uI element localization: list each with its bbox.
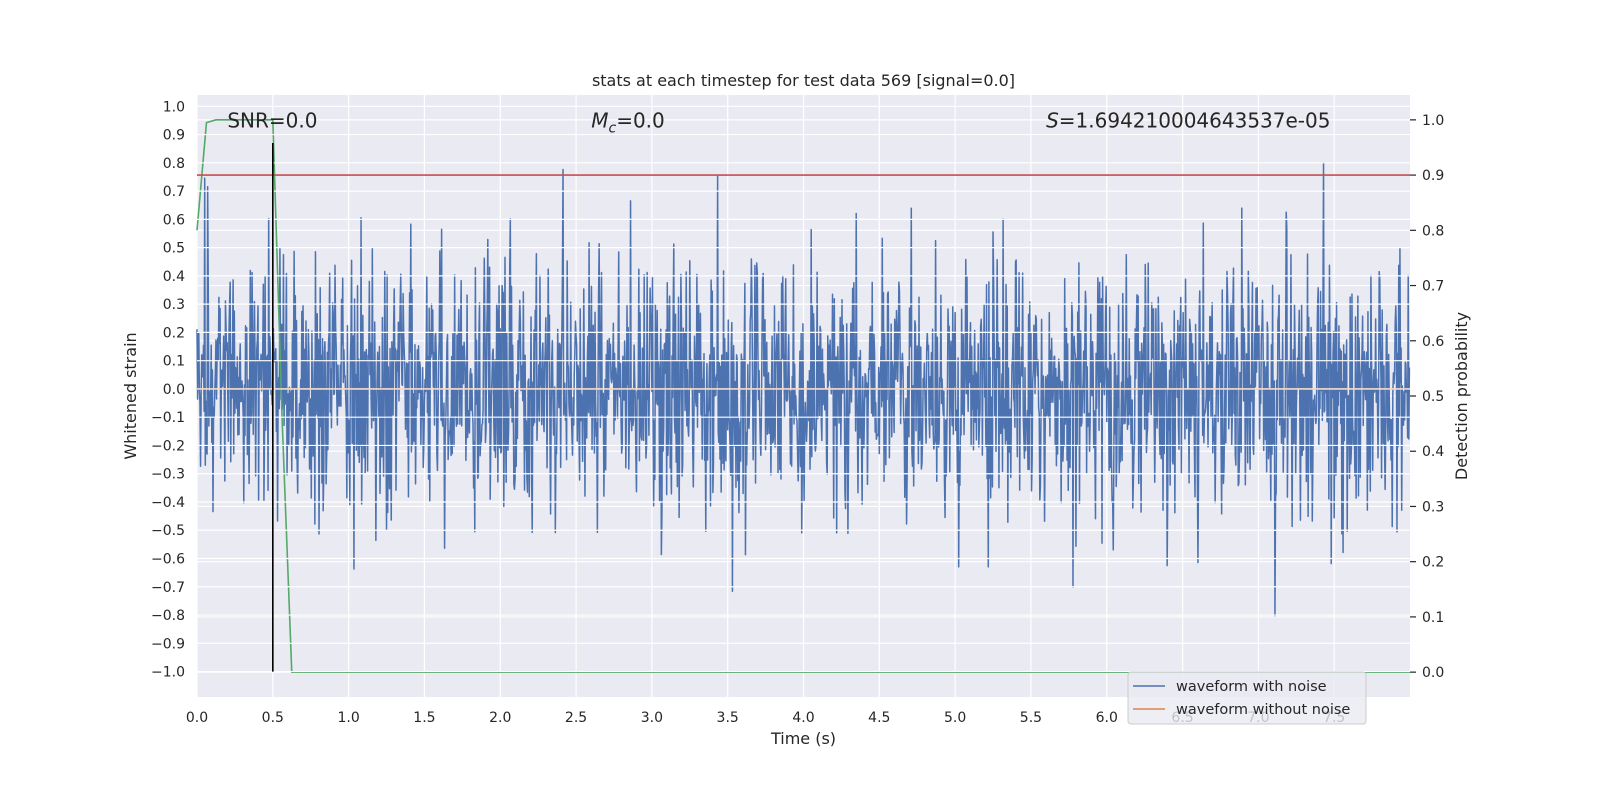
x-tick-label: 0.5: [262, 710, 284, 726]
y-tick-label: −0.7: [151, 580, 185, 596]
chart-title: stats at each timestep for test data 569…: [592, 71, 1015, 90]
x-tick-label: 3.0: [641, 710, 663, 726]
y-tick-label: 0.8: [163, 156, 185, 172]
y2-tick-label: 1.0: [1422, 113, 1444, 129]
x-tick-label: 6.0: [1096, 710, 1118, 726]
waveform-with-noise-line: [196, 162, 1411, 617]
x-tick-label: 1.0: [337, 710, 359, 726]
x-tick-label: 4.5: [868, 710, 890, 726]
y-tick-label: 1.0: [163, 99, 185, 115]
y2-tick-label: 0.2: [1422, 555, 1444, 571]
chirp-mass-annotation: Mc=0.0: [591, 108, 665, 136]
overlay-series: [196, 105, 1410, 673]
annotations: SNR=0.0 Mc=0.0 S=1.694210004643537e-05: [227, 108, 1330, 136]
x-tick-label: 5.5: [1020, 710, 1042, 726]
y-tick-label: 0.4: [163, 269, 185, 285]
y-tick-label: −0.8: [151, 608, 185, 624]
x-tick-label: 0.0: [186, 710, 208, 726]
y2-tick-label: 0.4: [1422, 444, 1444, 460]
y2-tick-label: 0.3: [1422, 499, 1444, 515]
y-tick-label: 0.2: [163, 325, 185, 341]
y-tick-label: 0.6: [163, 212, 185, 228]
y2-tick-label: 0.9: [1422, 168, 1444, 184]
y-tick-label: −0.1: [151, 410, 185, 426]
legend: waveform with noise waveform without noi…: [1127, 671, 1367, 725]
legend-label-noise: waveform with noise: [1176, 679, 1327, 695]
legend-box: [1127, 671, 1367, 725]
x-tick-label: 5.0: [944, 710, 966, 726]
y-tick-label: −0.4: [151, 495, 185, 511]
y2-tick-label: 0.7: [1422, 279, 1444, 295]
y2-axis-label: Detection probability: [1452, 312, 1471, 480]
y-tick-label: −1.0: [151, 665, 185, 681]
y-tick-label: −0.2: [151, 438, 185, 454]
y-tick-label: −0.6: [151, 552, 185, 568]
y-tick-labels: 1.0 0.9 0.8 0.7 0.6 0.5 0.4 0.3 0.2 0.1 0.0 −0.1 −0.…: [151, 99, 185, 680]
y2-tick-label: 0.1: [1422, 610, 1444, 626]
y-tick-label: 0.0: [163, 382, 185, 398]
y2-tick-label: 0.5: [1422, 389, 1444, 405]
y-tick-label: −0.9: [151, 636, 185, 652]
x-tick-label: 1.5: [413, 710, 435, 726]
x-tick-label: 2.5: [565, 710, 587, 726]
s-stat-annotation: S=1.694210004643537e-05: [1046, 108, 1330, 132]
y-tick-label: 0.1: [163, 354, 185, 370]
y-tick-label: 0.3: [163, 297, 185, 313]
x-axis-label: Time (s): [770, 729, 836, 748]
y2-tick-label: 0.8: [1422, 223, 1444, 239]
y-tick-label: 0.9: [163, 128, 185, 144]
x-tick-label: 4.0: [792, 710, 814, 726]
y-tick-label: 0.7: [163, 184, 185, 200]
y-tick-label: 0.5: [163, 241, 185, 257]
y2-tick-label: 0.6: [1422, 334, 1444, 350]
y2-tick-labels: 1.0 0.9 0.8 0.7 0.6 0.5 0.4 0.3 0.2 0.1 0.0: [1410, 113, 1444, 681]
waveform-with-noise-series: [196, 162, 1411, 617]
snr-annotation: SNR=0.0: [227, 108, 317, 132]
x-tick-label: 3.5: [717, 710, 739, 726]
legend-label-clean: waveform without noise: [1176, 702, 1350, 718]
y-axis-label: Whitened strain: [121, 332, 140, 459]
y-tick-label: −0.5: [151, 523, 185, 539]
y-tick-label: −0.3: [151, 467, 185, 483]
y2-tick-label: 0.0: [1422, 665, 1444, 681]
x-tick-label: 2.0: [489, 710, 511, 726]
